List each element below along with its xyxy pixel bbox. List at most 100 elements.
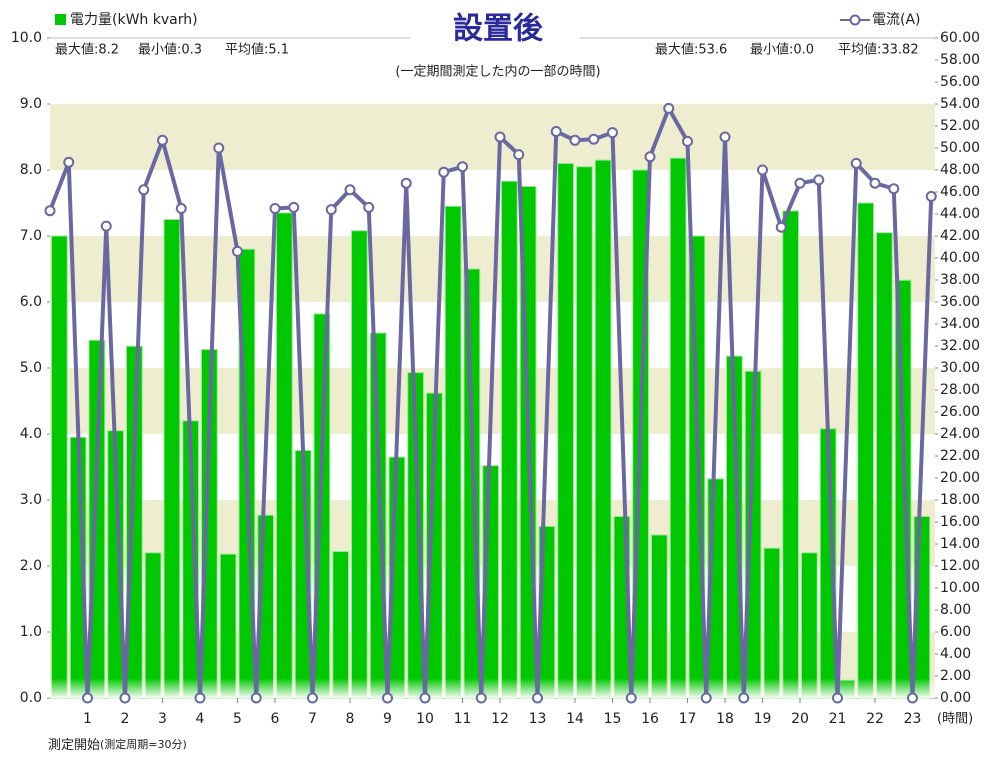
footnote-small: (測定周期=30分) xyxy=(100,737,187,751)
stat-left: 最小値:0.3 xyxy=(138,42,202,58)
bar xyxy=(351,230,368,699)
x-tick-label: 11 xyxy=(454,711,472,727)
line-marker xyxy=(325,204,337,216)
y2-tick-label: 52.00 xyxy=(940,118,980,134)
line-marker xyxy=(194,692,206,704)
bar xyxy=(801,552,818,699)
y2-tick-label: 10.00 xyxy=(940,580,980,596)
x-tick-label: 17 xyxy=(679,711,697,727)
line-marker xyxy=(700,692,712,704)
band xyxy=(50,104,935,170)
subtitle: (一定期間測定した内の一部の時間) xyxy=(395,64,600,80)
line-marker xyxy=(119,692,131,704)
bar xyxy=(51,235,68,699)
x-tick-label: 15 xyxy=(604,711,622,727)
line-marker xyxy=(307,692,318,704)
x-tick-label: 4 xyxy=(196,711,205,727)
x-tick-label: 13 xyxy=(529,711,547,727)
y2-tick-label: 0.00 xyxy=(940,690,971,706)
y2-tick-label: 58.00 xyxy=(940,52,980,68)
bar xyxy=(763,547,781,699)
bar xyxy=(557,162,574,699)
y2-tick-label: 50.00 xyxy=(940,140,980,156)
line-marker xyxy=(63,156,75,168)
bar xyxy=(444,205,462,699)
line-marker xyxy=(888,183,900,195)
bar xyxy=(163,219,181,699)
y2-tick-label: 32.00 xyxy=(940,338,980,354)
line-marker xyxy=(907,692,918,704)
line-marker xyxy=(382,692,393,704)
stat-right: 平均値:33.82 xyxy=(838,42,919,58)
bar xyxy=(276,212,293,699)
line-marker xyxy=(869,177,881,189)
x-tick-label: 6 xyxy=(271,711,280,727)
footnote: 測定開始(測定周期=30分) xyxy=(48,737,187,753)
y-tick-label: 0.0 xyxy=(20,690,42,706)
y2-tick-label: 48.00 xyxy=(940,162,980,178)
line-marker xyxy=(157,134,168,146)
y-tick-label: 3.0 xyxy=(20,492,42,508)
x-tick-label: 12 xyxy=(491,711,509,727)
line-marker xyxy=(457,161,468,173)
line-marker xyxy=(775,221,787,233)
line-marker xyxy=(832,692,843,704)
x-tick-label: 23 xyxy=(904,711,922,727)
bar-fade xyxy=(50,678,935,698)
line-marker xyxy=(813,174,825,186)
legend-swatch xyxy=(55,14,66,25)
x-tick-label: 21 xyxy=(829,711,847,727)
y2-tick-label: 2.00 xyxy=(940,668,971,684)
y2-tick-label: 16.00 xyxy=(940,514,980,530)
bar xyxy=(219,553,237,699)
x-tick-label: 19 xyxy=(754,711,772,727)
x-tick-label: 1 xyxy=(83,711,92,727)
y2-tick-label: 42.00 xyxy=(940,228,980,244)
x-tick-label: 9 xyxy=(383,711,392,727)
line-marker xyxy=(250,692,262,704)
y2-tick-label: 54.00 xyxy=(940,96,980,112)
line-marker xyxy=(138,184,150,196)
line-marker xyxy=(232,245,243,257)
x-axis-label: (時間) xyxy=(937,712,973,727)
x-tick-label: 18 xyxy=(716,711,734,727)
y-tick-label: 9.0 xyxy=(20,96,42,112)
stat-right: 最小値:0.0 xyxy=(750,42,814,58)
y-tick-label: 10.0 xyxy=(11,30,42,46)
y-tick-label: 8.0 xyxy=(20,162,42,178)
line-marker xyxy=(44,205,56,217)
y-tick-label: 1.0 xyxy=(20,624,42,640)
line-marker xyxy=(588,133,600,145)
y2-tick-label: 40.00 xyxy=(940,250,980,266)
x-tick-label: 7 xyxy=(308,711,317,727)
chart-title: 設置後 xyxy=(453,12,544,47)
line-marker xyxy=(438,166,450,178)
bar xyxy=(332,550,349,699)
bar xyxy=(876,232,893,699)
line-marker xyxy=(794,177,806,189)
x-tick-label: 10 xyxy=(416,711,434,727)
y2-tick-label: 28.00 xyxy=(940,382,980,398)
y2-tick-label: 26.00 xyxy=(940,404,980,420)
y2-tick-label: 46.00 xyxy=(940,184,980,200)
line-marker xyxy=(625,692,637,704)
y-tick-label: 5.0 xyxy=(20,360,42,376)
line-marker xyxy=(363,201,375,213)
y2-tick-label: 36.00 xyxy=(940,294,980,310)
bar xyxy=(857,202,874,699)
line-marker xyxy=(400,177,412,189)
line-marker xyxy=(719,131,731,143)
y-tick-label: 4.0 xyxy=(20,426,42,442)
x-tick-label: 16 xyxy=(641,711,659,727)
line xyxy=(48,106,934,700)
y2-tick-label: 60.00 xyxy=(940,30,980,46)
y2-tick-label: 38.00 xyxy=(940,272,980,288)
marks xyxy=(44,102,937,704)
bar xyxy=(651,534,668,699)
line-marker xyxy=(419,692,431,704)
footnote-main: 測定開始 xyxy=(48,738,100,753)
line-marker xyxy=(475,692,487,704)
bar xyxy=(782,210,799,699)
x-tick-label: 3 xyxy=(158,711,167,727)
y2-tick-label: 4.00 xyxy=(940,646,971,662)
